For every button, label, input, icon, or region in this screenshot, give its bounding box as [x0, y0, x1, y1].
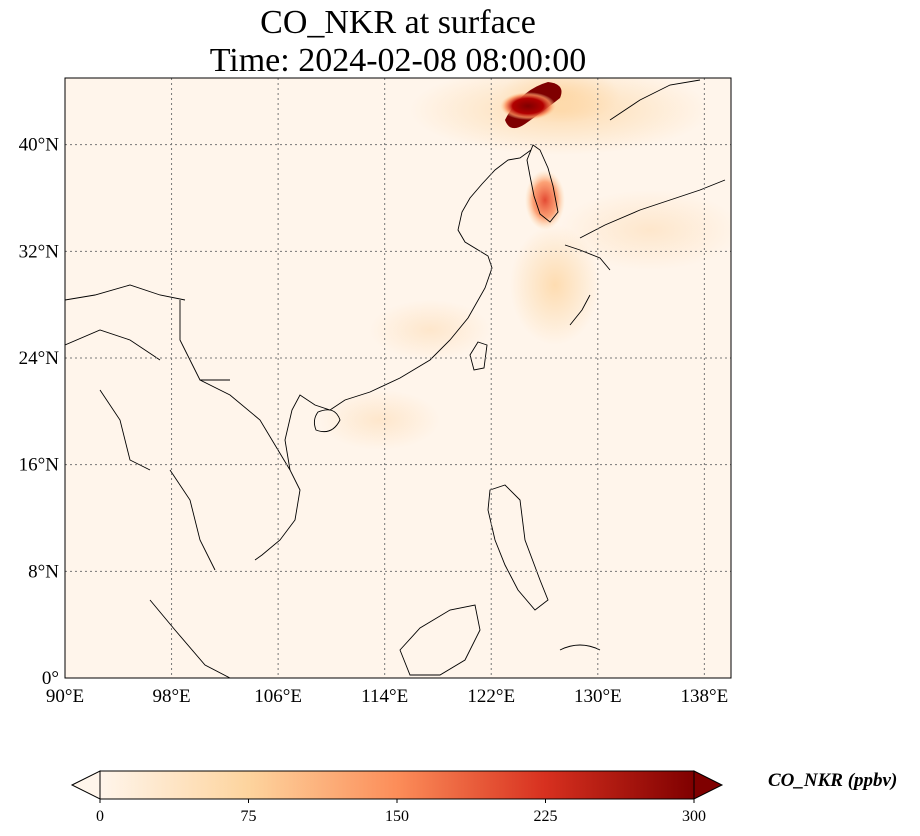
- map-frame: [64, 77, 732, 679]
- colorbar-label: CO_NKR (ppbv): [768, 770, 898, 791]
- lon-tick-labels: 90°E 98°E 106°E 114°E 122°E 130°E 138°E: [46, 686, 728, 707]
- colorbar: 0 75 150 225 300: [70, 770, 724, 825]
- lon-tick-label: 90°E: [46, 686, 84, 707]
- map-background: [65, 78, 731, 678]
- lon-tick-label: 138°E: [681, 686, 729, 707]
- lat-tick-label: 0°: [42, 668, 59, 689]
- colorbar-tick-label: 75: [241, 808, 257, 825]
- map-title-line1: CO_NKR at surface: [260, 4, 536, 41]
- lon-tick-label: 98°E: [152, 686, 190, 707]
- concentration-field: [320, 78, 731, 450]
- map-title-line2: Time: 2024-02-08 08:00:00: [209, 42, 587, 79]
- lon-tick-label: 114°E: [361, 686, 408, 707]
- lat-tick-label: 8°N: [28, 561, 59, 582]
- lon-tick-label: 130°E: [574, 686, 622, 707]
- colorbar-tick-label: 300: [682, 808, 706, 825]
- colorbar-tick-label: 225: [534, 808, 558, 825]
- colorbar-extend-max: [693, 770, 724, 800]
- lat-tick-label: 40°N: [19, 135, 60, 156]
- colorbar-tick-label: 150: [385, 808, 409, 825]
- coastlines: [65, 79, 726, 678]
- colorbar-gradient: [99, 770, 695, 800]
- lon-tick-label: 106°E: [254, 686, 302, 707]
- lon-tick-label: 122°E: [467, 686, 515, 707]
- lat-tick-label: 24°N: [19, 348, 60, 369]
- colorbar-tick-label: 0: [96, 808, 104, 825]
- gridlines: [65, 78, 731, 678]
- colorbar-extend-min: [70, 770, 101, 800]
- lat-tick-label: 32°N: [19, 241, 60, 262]
- lat-tick-labels: 0° 8°N 16°N 24°N 32°N 40°N: [19, 135, 60, 689]
- lat-tick-label: 16°N: [19, 455, 60, 476]
